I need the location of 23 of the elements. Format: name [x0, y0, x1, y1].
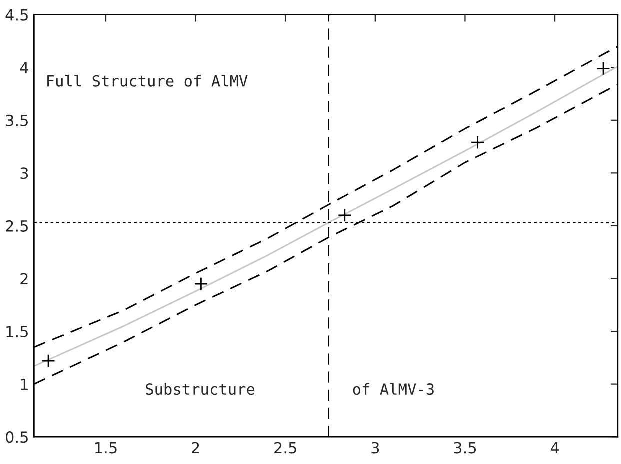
- x-tick-label: 3.5: [454, 442, 476, 454]
- y-tick-label: 4: [20, 62, 28, 74]
- y-tick-label: 0.5: [6, 432, 28, 444]
- x-tick-label: 3: [372, 442, 380, 454]
- y-tick-label: 3: [20, 168, 28, 180]
- point: [194, 277, 208, 291]
- y-tick-label: 2.5: [6, 220, 28, 232]
- y-tick-label: 3.5: [6, 114, 28, 126]
- x-tick-label: 1.5: [96, 442, 117, 454]
- annotation: Full Structure of AlMV: [48, 74, 248, 87]
- point: [596, 62, 610, 76]
- point: [42, 354, 56, 368]
- x-tick-label: 2: [192, 442, 200, 454]
- y-tick-label: 1.5: [6, 326, 28, 338]
- x-tick-label: 4: [550, 442, 560, 454]
- y-tick-label: 4.5: [6, 10, 28, 21]
- point: [338, 208, 352, 222]
- point: [470, 136, 485, 150]
- y-tick-label: 2: [20, 273, 28, 285]
- x-tick-label: 2.5: [274, 442, 296, 454]
- y-tick-label: 1: [21, 378, 28, 390]
- annotation: Substructure: [146, 383, 255, 396]
- annotation: of AlMV-3: [353, 383, 434, 396]
